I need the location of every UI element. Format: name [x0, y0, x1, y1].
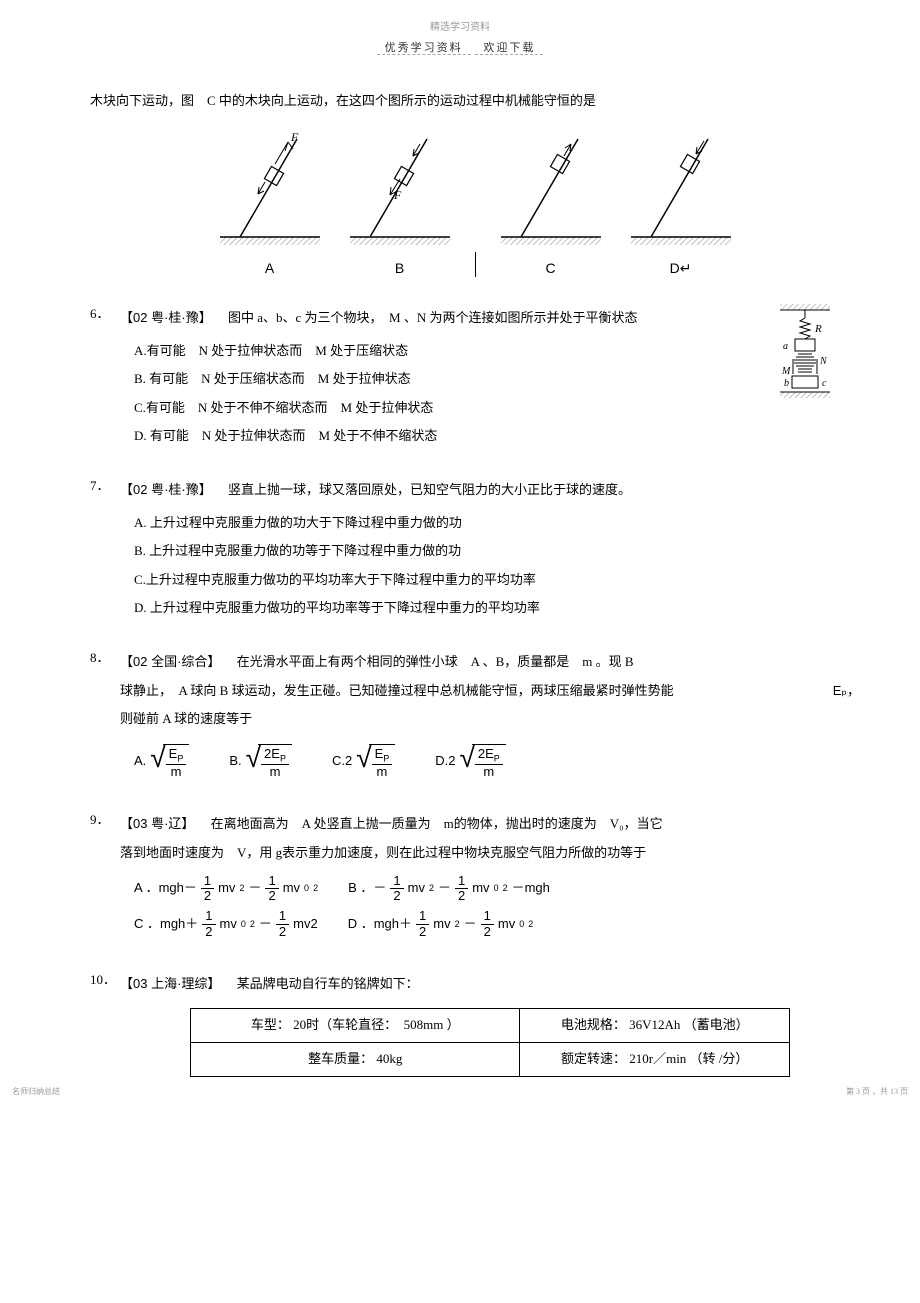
header-sub: 优秀学习资料 欢迎下载	[60, 40, 860, 58]
incline-d-svg	[626, 129, 736, 249]
table-r2c2: 额定转速： 210r／min （转 /分）	[520, 1043, 790, 1077]
svg-text:F: F	[290, 130, 299, 144]
q5-tail-text: 木块向下运动，图 C 中的木块向上运动，在这四个图所示的运动过程中机械能守恒的是	[90, 88, 860, 114]
q5-subfig-d: D↵	[626, 129, 736, 279]
q9-opt-c: C ．mgh＋12 mv02 －12 mv2	[134, 909, 318, 939]
q8-opt-c: C.2 √EPm	[332, 744, 395, 780]
subfig-d-label: D↵	[670, 257, 692, 279]
table-r2c1: 整车质量： 40kg	[191, 1043, 520, 1077]
table-r1c1: 车型： 20时（车轮直径： 508mm ）	[191, 1009, 520, 1043]
q6-opt-d: D. 有可能 N 处于拉伸状态而 M 处于不伸不缩状态	[120, 422, 860, 451]
question-10: 10． 【03 上海·理综】 某品牌电动自行车的铭牌如下： 车型： 20时（车轮…	[90, 970, 860, 1077]
q9-formula-row2: C ．mgh＋12 mv02 －12 mv2 D ．mgh＋12 mv2－12 …	[134, 909, 860, 939]
q9-formula-row1: A ．mgh－12 mv2－12 mv02 B ．－12 mv2－12 mv02…	[134, 874, 860, 904]
subfig-a-label: A	[265, 257, 274, 279]
q10-stem: 某品牌电动自行车的铭牌如下：	[224, 976, 419, 991]
q6-opt-c: C.有可能 N 处于不伸不缩状态而 M 处于拉伸状态	[120, 394, 860, 423]
q9-num: 9．	[90, 810, 120, 944]
question-9: 9． 【03 粤·辽】 在离地面高为 A 处竖直上抛一质量为 m的物体，抛出时的…	[90, 810, 860, 944]
q10-source: 【03 上海·理综】	[120, 976, 220, 991]
q5-figure-row: F A F B	[90, 129, 860, 279]
q6-stem: 图中 a、b、c 为三个物块， M 、N 为两个连接如图所示并处于平衡状态	[215, 310, 638, 325]
q5-subfig-c: C	[496, 129, 606, 279]
q9-source: 【03 粤·辽】	[120, 816, 194, 831]
q8-source: 【02 全国·综合】	[120, 654, 220, 669]
subfig-b-label: B	[395, 257, 404, 279]
header-sub-left: 优秀学习资料	[377, 42, 471, 55]
q7-opt-c: C.上升过程中克服重力做功的平均功率大于下降过程中重力的平均功率	[120, 566, 860, 595]
svg-text:R: R	[814, 323, 822, 335]
svg-text:F: F	[393, 188, 402, 202]
q5-subfig-b: F B	[345, 129, 455, 279]
svg-text:b: b	[784, 378, 789, 389]
incline-c-svg	[496, 129, 606, 249]
fig-separator	[475, 252, 476, 277]
q8-opt-d: D.2 √2EPm	[435, 744, 506, 780]
svg-text:N: N	[819, 356, 828, 367]
q6-options: A.有可能 N 处于拉伸状态而 M 处于压缩状态 B. 有可能 N 处于压缩状态…	[120, 337, 860, 451]
svg-text:c: c	[822, 378, 827, 389]
q8-stem2-tail: Eₚ，	[833, 677, 860, 706]
question-7: 7． 【02 粤·桂·豫】 竖直上抛一球，球又落回原处，已知空气阻力的大小正比于…	[90, 476, 860, 623]
q8-opt-b: B. √2EPm	[229, 744, 292, 780]
q6-num: 6．	[90, 304, 120, 451]
q8-opt-a: A. √EPm	[134, 744, 189, 780]
q7-options: A. 上升过程中克服重力做的功大于下降过程中重力做的功 B. 上升过程中克服重力…	[120, 509, 860, 623]
q8-stem2: 球静止， A 球向 B 球运动，发生正碰。已知碰撞过程中总机械能守恒，两球压缩最…	[120, 677, 674, 706]
q9-opt-d: D ．mgh＋12 mv2－12 mv02	[348, 909, 534, 939]
q6-opt-b: B. 有可能 N 处于压缩状态而 M 处于拉伸状态	[120, 365, 860, 394]
question-6: 6． 【02 粤·桂·豫】 图中 a、b、c 为三个物块， M 、N 为两个连接…	[90, 304, 860, 451]
q9-opt-b: B ．－12 mv2－12 mv02－mgh	[348, 874, 550, 904]
q8-num: 8．	[90, 648, 120, 786]
q7-num: 7．	[90, 476, 120, 623]
q7-source: 【02 粤·桂·豫】	[120, 482, 212, 497]
q8-formula-row: A. √EPm B. √2EPm C.2 √EPm D.2 √2EPm	[134, 744, 860, 780]
q7-opt-a: A. 上升过程中克服重力做的功大于下降过程中重力做的功	[120, 509, 860, 538]
footer-right: 第 3 页 ，共 13 页	[846, 1086, 908, 1099]
q6-figure: R a M N b c	[770, 304, 840, 421]
q5-subfig-a: F A	[215, 129, 325, 279]
svg-text:a: a	[783, 341, 788, 352]
q9-opt-a: A ．mgh－12 mv2－12 mv02	[134, 874, 318, 904]
incline-b-svg: F	[345, 129, 455, 249]
q6-source: 【02 粤·桂·豫】	[120, 310, 212, 325]
subfig-c-label: C	[545, 257, 555, 279]
footer-left: 名师归纳总结	[12, 1086, 60, 1099]
q7-opt-b: B. 上升过程中克服重力做的功等于下降过程中重力做的功	[120, 537, 860, 566]
question-8: 8． 【02 全国·综合】 在光滑水平面上有两个相同的弹性小球 A 、B，质量都…	[90, 648, 860, 786]
q7-stem: 竖直上抛一球，球又落回原处，已知空气阻力的大小正比于球的速度。	[215, 482, 631, 497]
header-sub-right: 欢迎下载	[475, 42, 543, 55]
table-r1c2: 电池规格： 36V12Ah （蓄电池）	[520, 1009, 790, 1043]
svg-text:M: M	[781, 366, 791, 377]
q6-opt-a: A.有可能 N 处于拉伸状态而 M 处于压缩状态	[120, 337, 860, 366]
q10-table: 车型： 20时（车轮直径： 508mm ） 电池规格： 36V12Ah （蓄电池…	[190, 1008, 790, 1077]
q9-stem2: 落到地面时速度为 V，用 g表示重力加速度，则在此过程中物块克服空气阻力所做的功…	[120, 839, 860, 868]
q7-opt-d: D. 上升过程中克服重力做功的平均功率等于下降过程中重力的平均功率	[120, 594, 860, 623]
q8-stem3: 则碰前 A 球的速度等于	[120, 705, 860, 734]
header-top: 精选学习资料	[60, 20, 860, 36]
q10-num: 10．	[90, 970, 120, 1077]
incline-a-svg: F	[215, 129, 325, 249]
q9-stem1: 在离地面高为 A 处竖直上抛一质量为 m的物体，抛出时的速度为 V₀，当它	[198, 816, 663, 831]
q8-stem1: 在光滑水平面上有两个相同的弹性小球 A 、B，质量都是 m 。现 B	[224, 654, 634, 669]
